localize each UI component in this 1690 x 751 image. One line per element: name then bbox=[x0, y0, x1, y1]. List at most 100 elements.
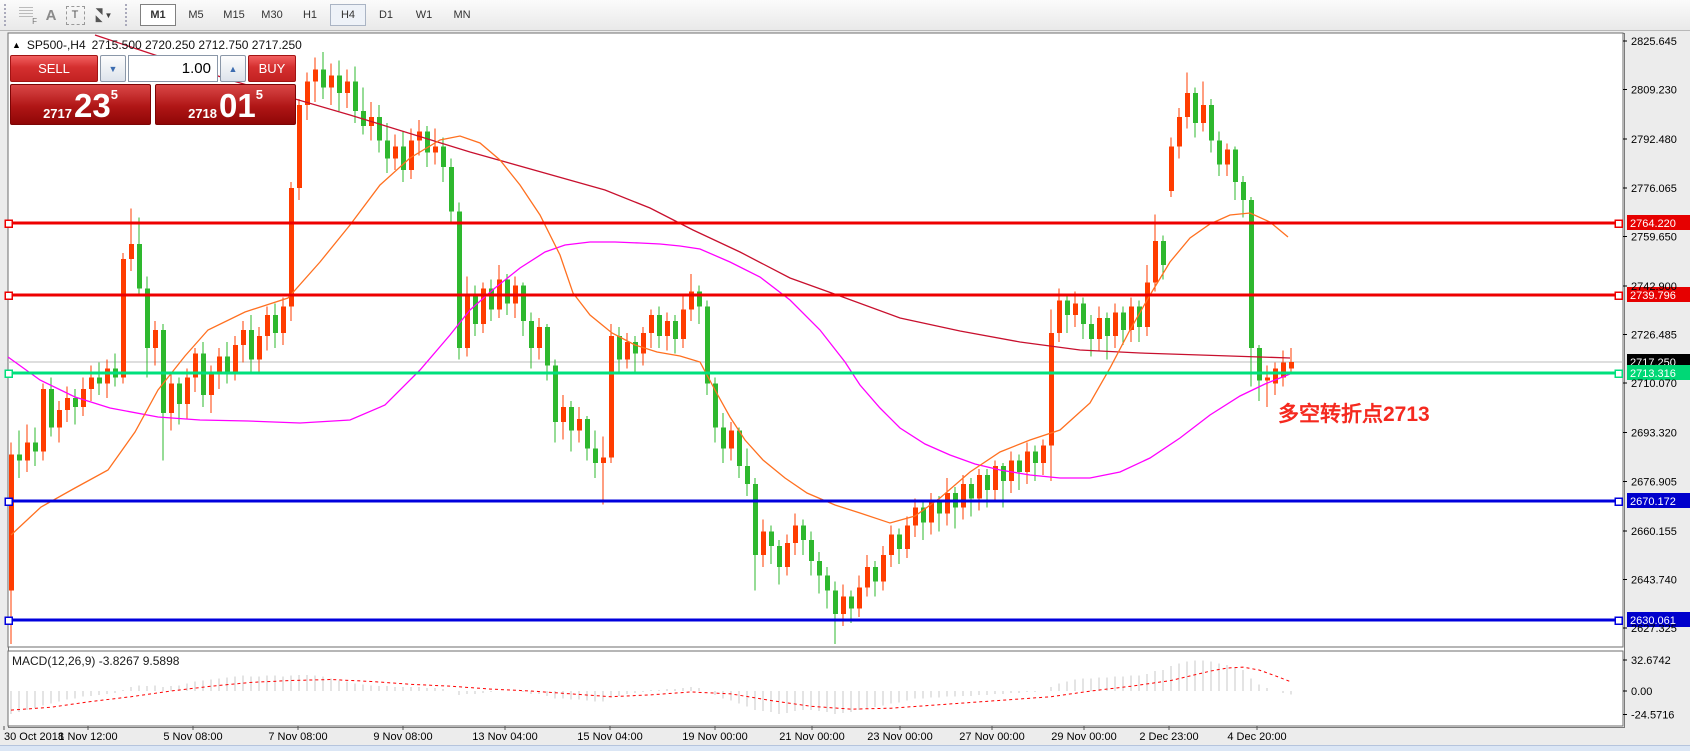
timeframe-button-m1[interactable]: M1 bbox=[140, 4, 176, 26]
date-axis-label: 5 Nov 08:00 bbox=[163, 731, 222, 743]
volume-decrease-button[interactable]: ▼ bbox=[100, 55, 126, 82]
candle-body bbox=[1233, 149, 1238, 183]
date-axis-label: 13 Nov 04:00 bbox=[472, 731, 537, 743]
sell-price-panel[interactable]: 2717 23 5 bbox=[10, 84, 151, 125]
buy-price-panel[interactable]: 2718 01 5 bbox=[155, 84, 296, 125]
chart-ohlc-header: ▲ SP500-,H4 2715.500 2720.250 2712.750 2… bbox=[12, 38, 302, 52]
candle-body bbox=[481, 288, 486, 325]
candle-body bbox=[129, 244, 134, 259]
horizontal-scrollbar[interactable] bbox=[0, 745, 1690, 751]
timeframe-toolbar: M1 M5 M15 M30 H1 H4 D1 W1 MN bbox=[140, 4, 480, 26]
sell-price-big-digits: 23 bbox=[73, 87, 111, 124]
timeframe-button-h4[interactable]: H4 bbox=[330, 4, 366, 26]
candle-body bbox=[1137, 306, 1142, 328]
pivot-annotation-text: 多空转折点2713 bbox=[1278, 403, 1430, 426]
candle-body bbox=[449, 167, 454, 212]
crosshair-arrows-icon[interactable]: ◥ ◣ ▼ bbox=[95, 6, 113, 23]
timeframe-button-m15[interactable]: M15 bbox=[223, 9, 245, 21]
candle-body bbox=[249, 330, 254, 360]
price-axis-label: 2643.740 bbox=[1631, 574, 1677, 586]
candle-body bbox=[1097, 318, 1102, 339]
candle-body bbox=[857, 587, 862, 609]
candle-body bbox=[657, 315, 662, 336]
candle-body bbox=[457, 211, 462, 348]
sell-button[interactable]: SELL bbox=[10, 55, 98, 82]
candle-body bbox=[161, 330, 166, 413]
price-badge-label: 2764.220 bbox=[1630, 218, 1676, 230]
candle-body bbox=[145, 288, 150, 348]
candle-body bbox=[57, 409, 62, 428]
line-anchor-icon bbox=[4, 219, 13, 228]
candle-body bbox=[217, 356, 222, 375]
candle-body bbox=[529, 321, 534, 348]
collapse-triangle-icon[interactable]: ▲ bbox=[12, 40, 21, 50]
candle-body bbox=[1033, 451, 1038, 464]
candle-body bbox=[257, 335, 262, 360]
chevron-down-icon: ▼ bbox=[104, 10, 113, 20]
candle-body bbox=[681, 309, 686, 339]
candle-body bbox=[897, 534, 902, 550]
candle-body bbox=[65, 398, 70, 410]
candle-body bbox=[433, 146, 438, 153]
sell-price-pip-digit: 5 bbox=[110, 87, 118, 102]
candle-body bbox=[841, 596, 846, 615]
timeframe-button-h1[interactable]: H1 bbox=[302, 9, 318, 21]
candle-body bbox=[73, 398, 78, 407]
timeframe-button-w1[interactable]: W1 bbox=[415, 9, 433, 21]
candle-body bbox=[409, 140, 414, 171]
buy-button[interactable]: BUY bbox=[248, 55, 296, 82]
candle-body bbox=[1113, 312, 1118, 336]
volume-increase-button[interactable]: ▲ bbox=[220, 55, 246, 82]
candle-body bbox=[705, 306, 710, 384]
candle-body bbox=[1257, 347, 1262, 381]
candle-body bbox=[225, 356, 230, 372]
candle-body bbox=[1281, 362, 1286, 378]
candle-body bbox=[697, 291, 702, 307]
toolbar-grip[interactable] bbox=[4, 4, 11, 26]
timeframe-button-d1[interactable]: D1 bbox=[378, 9, 394, 21]
candle-body bbox=[1161, 241, 1166, 265]
candle-body bbox=[1041, 445, 1046, 464]
line-anchor-icon bbox=[1614, 616, 1623, 625]
timeframe-button-mn[interactable]: MN bbox=[453, 9, 471, 21]
candle-body bbox=[937, 501, 942, 514]
candle-body bbox=[297, 105, 302, 188]
candle-body bbox=[1193, 93, 1198, 123]
candle-body bbox=[425, 131, 430, 153]
candle-body bbox=[753, 483, 758, 555]
candle-body bbox=[1265, 377, 1270, 381]
candle-body bbox=[121, 258, 126, 378]
date-axis-label: 30 Oct 2018 bbox=[4, 731, 64, 743]
candle-body bbox=[1057, 300, 1062, 333]
volume-input[interactable]: 1.00 bbox=[128, 55, 218, 82]
line-anchor-icon bbox=[4, 369, 13, 378]
symbol-period-label: SP500-,H4 bbox=[26, 38, 86, 52]
candle-body bbox=[305, 81, 310, 106]
text-a-icon[interactable]: A bbox=[45, 6, 57, 24]
candle-body bbox=[241, 330, 246, 345]
timeframe-button-m5[interactable]: M5 bbox=[188, 9, 204, 21]
candle-body bbox=[233, 344, 238, 372]
candle-body bbox=[1049, 332, 1054, 446]
candle-body bbox=[945, 492, 950, 514]
candle-body bbox=[849, 596, 854, 609]
candle-body bbox=[921, 507, 926, 523]
candle-body bbox=[633, 341, 638, 354]
candle-body bbox=[401, 146, 406, 171]
timeframe-toolbar-grip[interactable] bbox=[125, 4, 132, 26]
candle-body bbox=[769, 531, 774, 547]
price-axis-label: 2726.485 bbox=[1631, 330, 1677, 342]
candle-body bbox=[329, 75, 334, 88]
label-t-icon[interactable]: T bbox=[63, 3, 87, 27]
candle-body bbox=[1177, 116, 1182, 147]
candle-body bbox=[345, 81, 350, 94]
timeframe-button-m30[interactable]: M30 bbox=[261, 9, 283, 21]
buy-price-stem: 2718 bbox=[188, 106, 217, 121]
candle-body bbox=[825, 575, 830, 591]
candle-body bbox=[473, 294, 478, 325]
candle-body bbox=[553, 365, 558, 422]
candle-body bbox=[185, 377, 190, 405]
indicator-grid-f-icon[interactable]: F bbox=[15, 3, 39, 27]
candle-body bbox=[1185, 93, 1190, 117]
